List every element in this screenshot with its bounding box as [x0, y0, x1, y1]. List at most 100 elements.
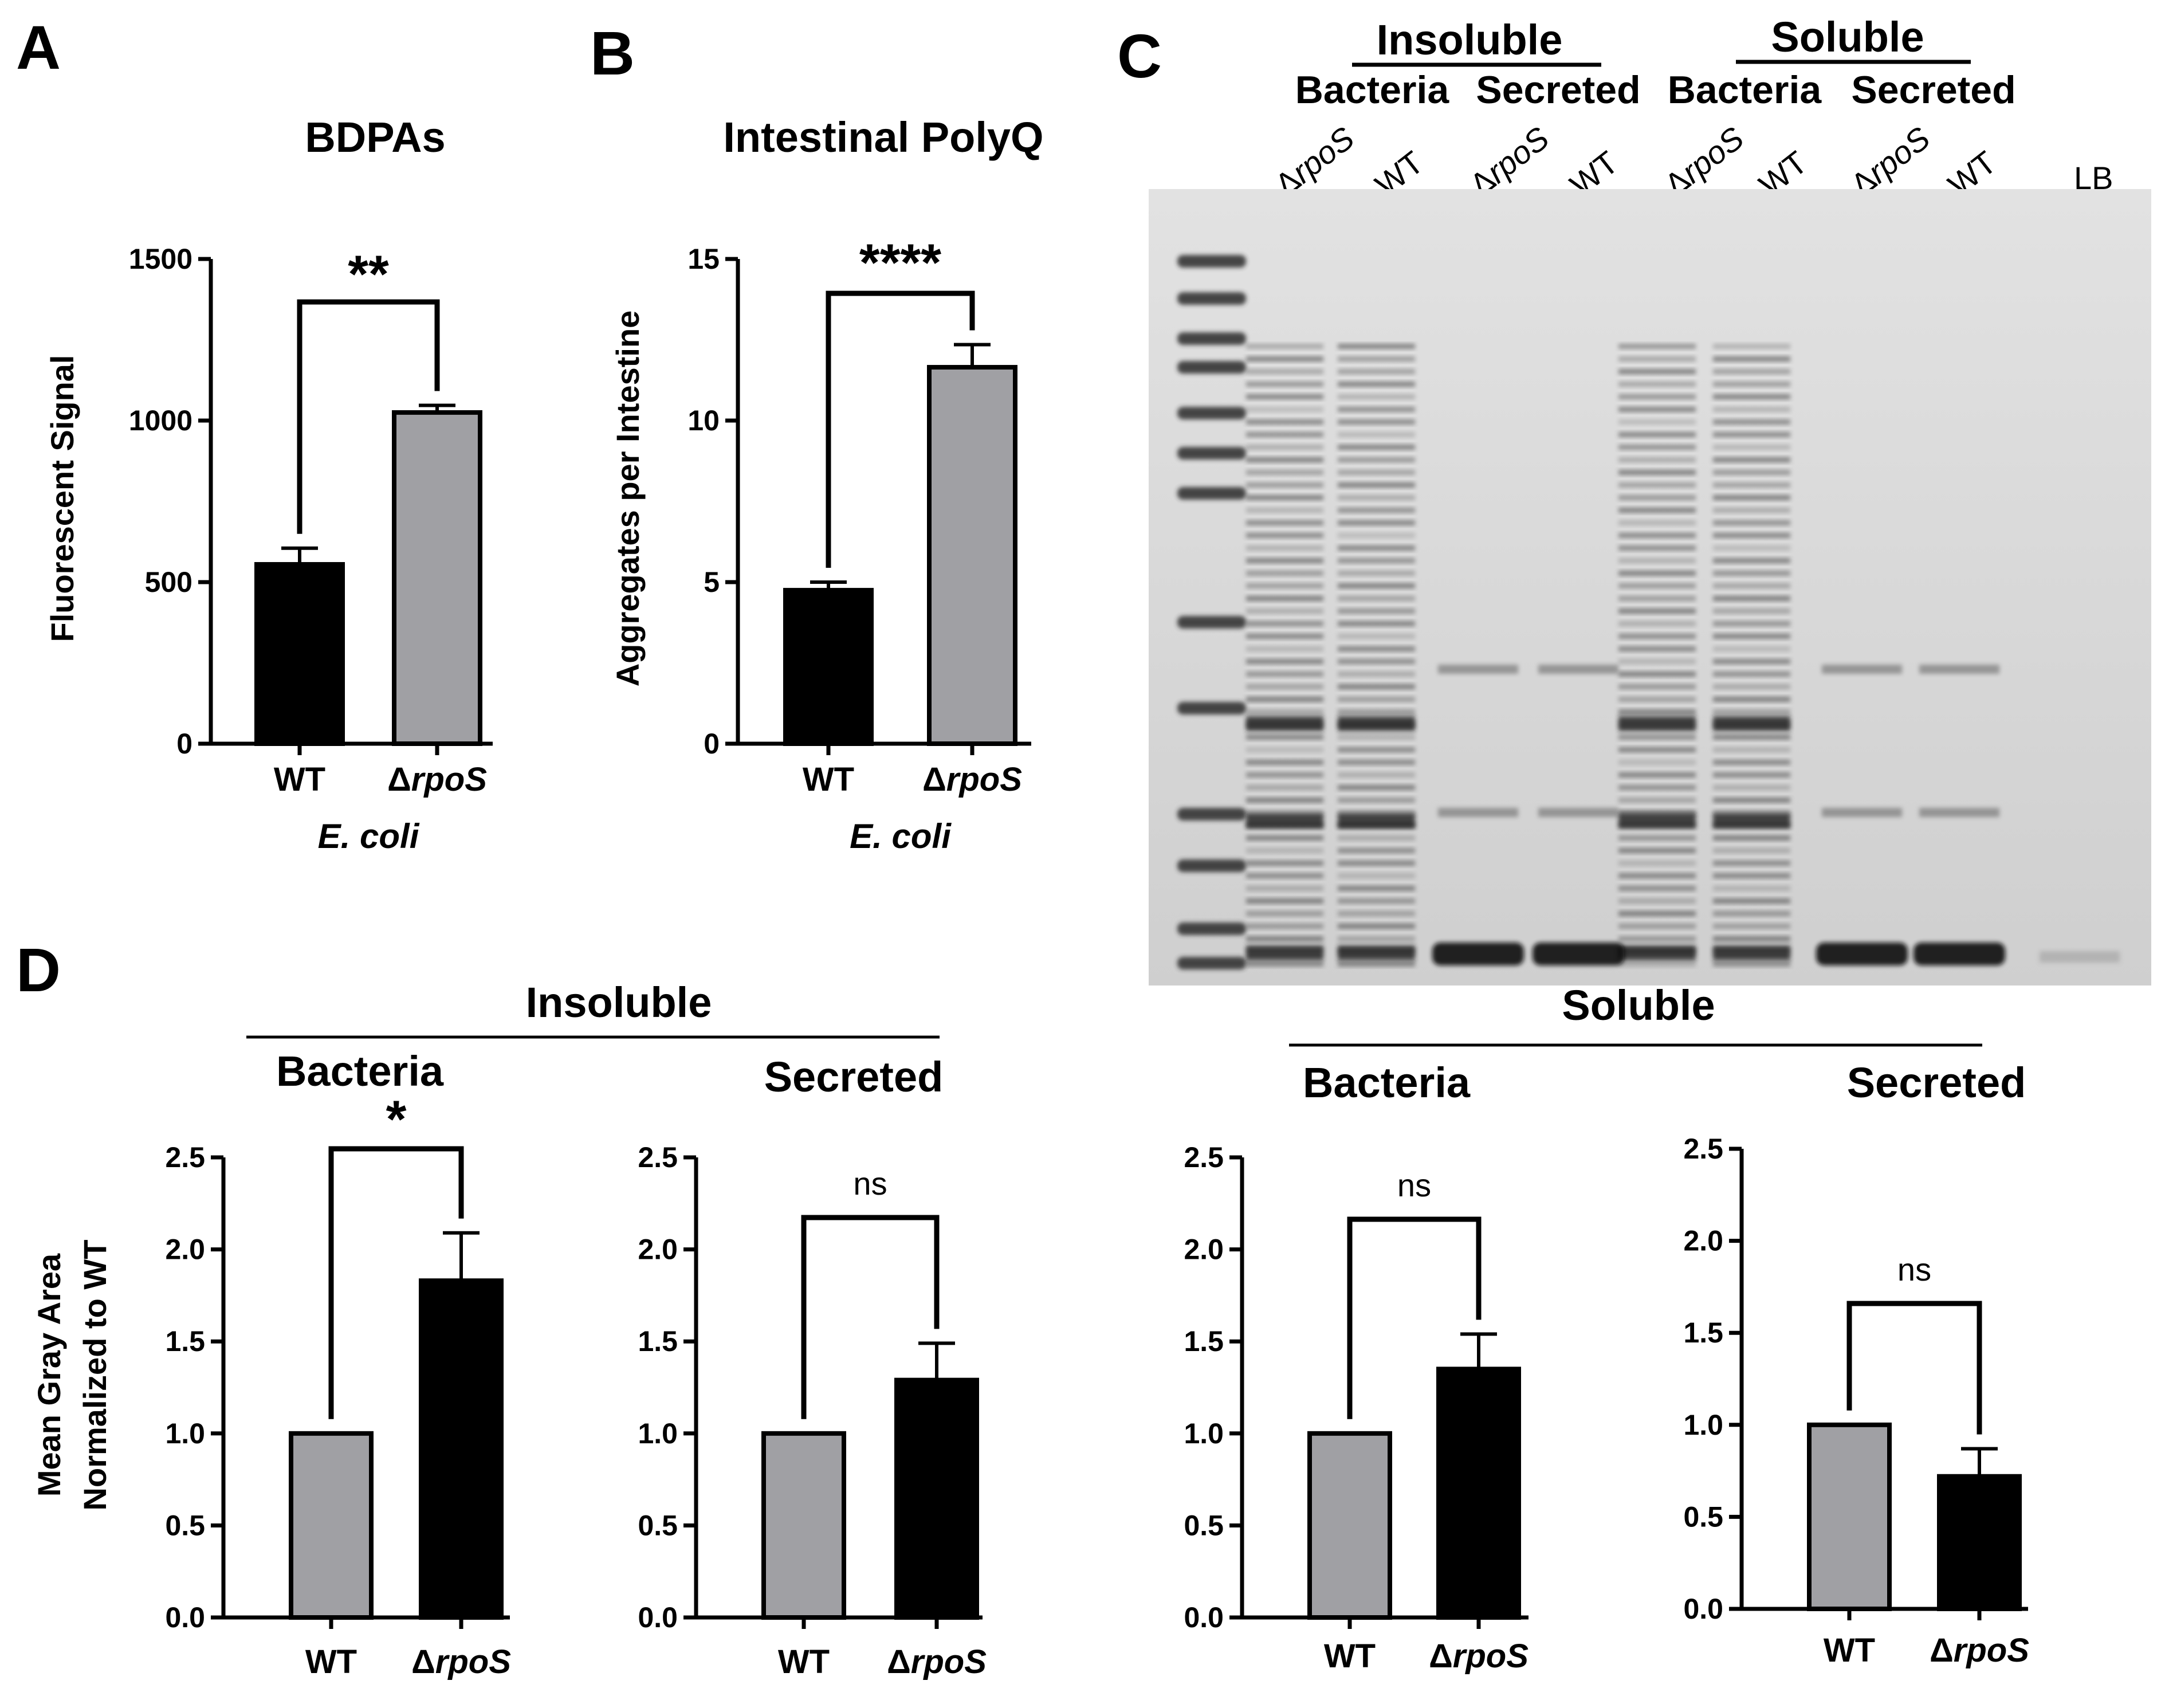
lane-band-strong: [1338, 716, 1415, 731]
y-tick-label-D2-5: 2.5: [638, 1141, 678, 1173]
category-label-D4-1-prefix: Δ: [1930, 1632, 1954, 1669]
y-tick-label-A-0: 0: [176, 728, 192, 760]
lane-band: [1713, 886, 1790, 891]
y-tick-label-D1-1: 0.5: [165, 1509, 205, 1541]
lane-band: [1713, 457, 1790, 462]
lane-band: [1713, 634, 1790, 639]
lane-band: [1618, 785, 1696, 790]
ladder-band-10: [1177, 859, 1246, 872]
y-tick-label-D1-5: 2.5: [165, 1141, 205, 1173]
category-label-D3-1: ΔrpoS: [1429, 1638, 1529, 1675]
lane-band: [1338, 621, 1415, 626]
category-label-A-1-italic: rpoS: [411, 761, 487, 798]
category-label-D2-1: ΔrpoS: [887, 1643, 987, 1680]
lane-band: [1338, 533, 1415, 538]
lane-band: [1338, 911, 1415, 916]
lane-band: [1618, 432, 1696, 437]
category-label-B-0-plain: WT: [803, 761, 854, 798]
lane-band: [1618, 697, 1696, 702]
lane-band: [1618, 810, 1696, 815]
category-label-D3-1-prefix: Δ: [1429, 1638, 1453, 1675]
lane-band: [1338, 785, 1415, 790]
category-label-A-0: WT: [274, 761, 325, 798]
lane-band: [1713, 873, 1790, 878]
secreted-band-strong: [1816, 943, 1908, 965]
chart-bdpas: BDPAs 0 500 1000 1500 WT ΔrpoS ** Fluorescent Si…: [44, 113, 493, 855]
lane-band: [1338, 873, 1415, 878]
lane-band: [1618, 571, 1696, 576]
lane-band: [1618, 911, 1696, 916]
lane-band: [1338, 394, 1415, 399]
lane-band: [1338, 432, 1415, 437]
lane-band: [1618, 508, 1696, 513]
lane-band: [1618, 672, 1696, 677]
category-label-A-0-plain: WT: [274, 761, 325, 798]
lane-band: [1713, 961, 1790, 967]
category-label-D3-0-plain: WT: [1324, 1638, 1376, 1675]
lane-band: [1618, 445, 1696, 450]
chart-title-A: BDPAs: [305, 113, 445, 161]
lane-band: [1713, 760, 1790, 765]
lane-band: [1713, 810, 1790, 815]
category-label-D1-1-prefix: Δ: [411, 1643, 435, 1680]
lane-band: [1338, 961, 1415, 967]
lane-band: [1618, 596, 1696, 601]
lane-band: [1713, 659, 1790, 664]
y-tick-label-D4-1: 0.5: [1683, 1501, 1723, 1533]
panel-d-ylabel-line2: Normalized to WT: [77, 1240, 113, 1511]
lane-band: [1338, 835, 1415, 841]
lane-band: [1713, 445, 1790, 450]
lane-band: [1618, 457, 1696, 462]
gel-sublabel-0-0: Bacteria: [1295, 68, 1450, 112]
secreted-band: [1919, 665, 1999, 674]
lane-band: [1246, 520, 1323, 525]
lane-band: [1246, 835, 1323, 841]
lane-band: [1618, 545, 1696, 551]
lane-band-strong: [1713, 716, 1790, 731]
lane-band: [1246, 848, 1323, 853]
y-tick-label-D4-0: 0.0: [1683, 1593, 1723, 1625]
category-label-A-1-prefix: Δ: [387, 761, 411, 798]
category-label-B-0: WT: [803, 761, 854, 798]
bar-D3-0: [1307, 1431, 1392, 1620]
lane-band: [1713, 596, 1790, 601]
lane-band: [1618, 898, 1696, 904]
y-tick-label-D2-0: 0.0: [638, 1601, 678, 1634]
lb-band: [2040, 951, 2120, 963]
lane-band: [1246, 457, 1323, 462]
lane-band: [1618, 861, 1696, 866]
lane-band: [1246, 407, 1323, 412]
lane-band: [1246, 659, 1323, 664]
lane-band: [1618, 482, 1696, 488]
lane-band: [1713, 861, 1790, 866]
category-label-D1-0-plain: WT: [305, 1643, 357, 1680]
lane-band-strong: [1338, 814, 1415, 829]
lane-band: [1246, 545, 1323, 551]
lane-band: [1713, 848, 1790, 853]
lane-band: [1246, 697, 1323, 702]
lane-band: [1338, 646, 1415, 651]
ladder-band-9: [1177, 808, 1246, 820]
lane-band: [1246, 747, 1323, 752]
lane-band: [1338, 924, 1415, 929]
chart-title-D2: Secreted: [764, 1053, 944, 1101]
lane-band: [1338, 369, 1415, 374]
secreted-band: [1438, 808, 1518, 817]
lane-band: [1338, 470, 1415, 475]
lane-band-strong: [1713, 814, 1790, 829]
lane-band: [1338, 684, 1415, 689]
bar-D2-1: [894, 1377, 979, 1620]
chart-title-D4: Secreted: [1847, 1059, 2026, 1106]
y-tick-label-D4-3: 1.5: [1683, 1317, 1723, 1349]
significance-bracket-D4: [1846, 1301, 1982, 1435]
lane-band: [1246, 608, 1323, 614]
lane-band: [1246, 432, 1323, 437]
lane-band: [1338, 571, 1415, 576]
lane-band: [1246, 785, 1323, 790]
lane-band: [1338, 596, 1415, 601]
lane-band: [1713, 520, 1790, 525]
panel-letter-b: B: [590, 18, 635, 88]
secreted-band-strong: [1913, 943, 2005, 965]
lane-band: [1713, 356, 1790, 362]
